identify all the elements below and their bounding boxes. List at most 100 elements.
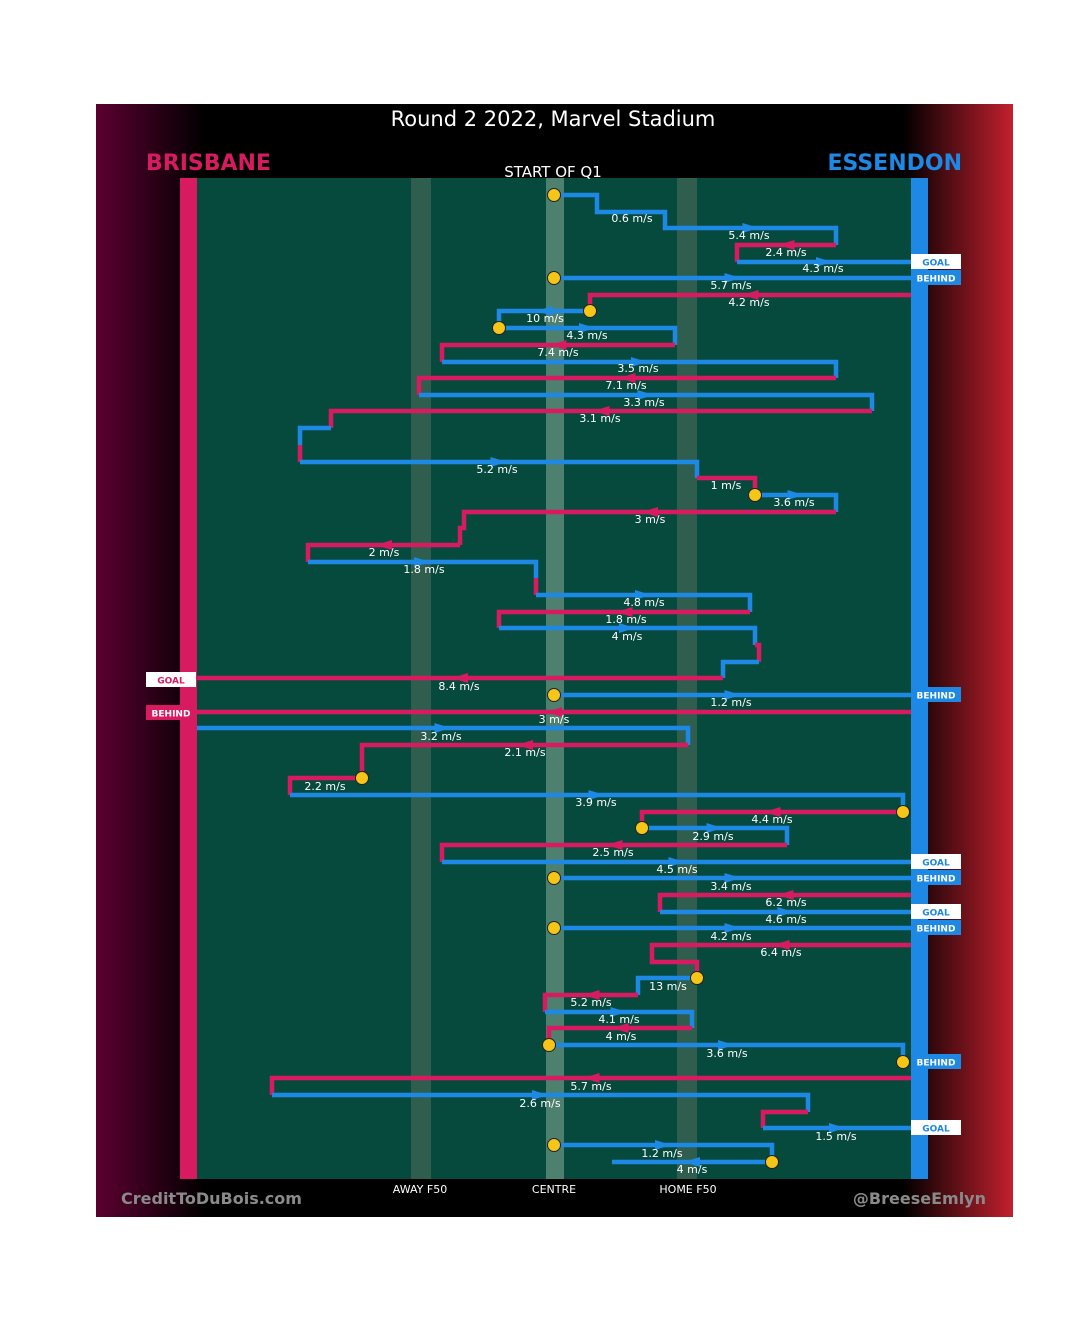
speed-label-19: 4.8 m/s bbox=[623, 596, 664, 609]
stoppage-marker-2 bbox=[583, 304, 597, 318]
chain-segment-38 bbox=[657, 892, 911, 912]
direction-arrow-35 bbox=[606, 840, 623, 850]
footer-right: @BreeseEmlyn bbox=[853, 1189, 986, 1208]
footer-left: CreditToDuBois.com bbox=[121, 1189, 302, 1208]
speed-label-3: 4.3 m/s bbox=[802, 262, 843, 275]
result-badge-4: BEHIND bbox=[917, 275, 956, 285]
speed-label-28: 3.9 m/s bbox=[575, 796, 616, 809]
speed-label-11: 3.3 m/s bbox=[623, 396, 664, 409]
stoppage-marker-4 bbox=[748, 488, 762, 502]
result-badge-22: GOAL bbox=[157, 677, 185, 687]
direction-arrow-36 bbox=[668, 857, 685, 867]
chain-segment-0 bbox=[554, 192, 839, 245]
speed-label-44: 2.6 m/s bbox=[519, 1097, 560, 1110]
chain-segment-29 bbox=[197, 725, 691, 745]
speed-label-27: 2.2 m/s bbox=[304, 780, 345, 793]
chain-segment-12 bbox=[297, 425, 331, 445]
direction-arrow-10 bbox=[637, 390, 654, 400]
speed-label-32: 4.5 m/s bbox=[656, 863, 697, 876]
chain-segment-24 bbox=[755, 642, 762, 662]
speed-label-0: 0.6 m/s bbox=[611, 212, 652, 225]
direction-arrow-46 bbox=[718, 1040, 734, 1050]
result-badge-bg-33 bbox=[911, 870, 961, 885]
direction-arrow-6 bbox=[579, 323, 595, 333]
speed-label-2: 2.4 m/s bbox=[765, 246, 806, 259]
chain-segment-34 bbox=[642, 825, 790, 845]
direction-arrow-44 bbox=[610, 1007, 627, 1017]
direction-arrow-39 bbox=[777, 907, 794, 917]
chain-segment-14 bbox=[300, 459, 700, 478]
chain-segment-43 bbox=[542, 992, 638, 1012]
speed-label-16: 3 m/s bbox=[635, 513, 666, 526]
speed-label-9: 3.5 m/s bbox=[617, 362, 658, 375]
speed-label-8: 7.4 m/s bbox=[537, 346, 578, 359]
speed-label-12: 3.1 m/s bbox=[579, 412, 620, 425]
chain-segment-18 bbox=[305, 542, 460, 562]
speed-label-23: 1.2 m/s bbox=[710, 696, 751, 709]
chain-segment-6 bbox=[499, 325, 678, 345]
direction-arrow-16 bbox=[787, 490, 804, 500]
stoppage-marker-3 bbox=[492, 321, 506, 335]
speed-label-42: 3.6 m/s bbox=[706, 1047, 747, 1060]
direction-arrow-3 bbox=[724, 273, 741, 283]
chain-segment-41 bbox=[649, 942, 911, 978]
speed-label-24: 3 m/s bbox=[539, 713, 570, 726]
result-badge-42: BEHIND bbox=[917, 1059, 956, 1069]
speed-label-6: 10 m/s bbox=[526, 312, 564, 325]
chain-segment-23 bbox=[499, 625, 758, 645]
direction-arrow-43 bbox=[583, 990, 600, 1000]
speed-label-43: 5.7 m/s bbox=[570, 1080, 611, 1093]
direction-arrow-48 bbox=[532, 1090, 548, 1100]
speed-label-34: 6.2 m/s bbox=[765, 896, 806, 909]
stoppage-marker-1 bbox=[547, 271, 561, 285]
result-badge-bg-4 bbox=[911, 270, 961, 285]
direction-arrow-33 bbox=[764, 807, 781, 817]
direction-arrow-37 bbox=[724, 873, 741, 883]
result-badge-bg-35 bbox=[911, 904, 961, 919]
direction-arrow-30 bbox=[517, 740, 533, 750]
speed-label-17: 2 m/s bbox=[369, 546, 400, 559]
speed-label-29: 4.4 m/s bbox=[751, 813, 792, 826]
direction-arrow-7 bbox=[550, 340, 567, 350]
stoppage-marker-0 bbox=[547, 188, 561, 202]
speed-label-18: 1.8 m/s bbox=[403, 563, 444, 576]
speed-label-26: 2.1 m/s bbox=[504, 746, 545, 759]
chain-segment-17 bbox=[457, 509, 836, 545]
direction-arrow-14 bbox=[490, 457, 507, 467]
stoppage-marker-7 bbox=[896, 805, 910, 819]
speed-label-35: 4.6 m/s bbox=[765, 913, 806, 926]
speed-label-10: 7.1 m/s bbox=[605, 379, 646, 392]
result-badge-36: BEHIND bbox=[917, 925, 956, 935]
direction-arrow-40 bbox=[724, 923, 741, 933]
direction-arrow-45 bbox=[612, 1023, 629, 1033]
essendon-goal-bar bbox=[911, 178, 928, 1179]
chain-segment-49 bbox=[760, 1109, 808, 1128]
chain-segment-44 bbox=[545, 1009, 695, 1028]
centre-label: CENTRE bbox=[532, 1183, 576, 1196]
team-left-name: BRISBANE bbox=[146, 151, 271, 176]
chain-segment-47 bbox=[269, 1075, 911, 1095]
speed-label-41: 4 m/s bbox=[606, 1030, 637, 1043]
speed-label-14: 1 m/s bbox=[711, 479, 742, 492]
result-badge-24: BEHIND bbox=[152, 710, 191, 720]
speed-label-22: 8.4 m/s bbox=[438, 680, 479, 693]
direction-arrow-50 bbox=[829, 1123, 845, 1133]
direction-arrow-27 bbox=[724, 690, 741, 700]
direction-arrow-1 bbox=[778, 240, 795, 250]
stoppage-marker-14 bbox=[547, 1138, 561, 1152]
speed-label-33: 3.4 m/s bbox=[710, 880, 751, 893]
speed-label-39: 5.2 m/s bbox=[570, 996, 611, 1009]
direction-arrow-51 bbox=[655, 1140, 671, 1150]
result-badge-bg-3 bbox=[911, 254, 961, 269]
speed-label-47: 4 m/s bbox=[677, 1163, 708, 1176]
speed-label-31: 2.5 m/s bbox=[592, 846, 633, 859]
chart-title: Round 2 2022, Marvel Stadium bbox=[391, 107, 716, 131]
speed-label-46: 1.2 m/s bbox=[641, 1147, 682, 1160]
direction-arrow-5 bbox=[536, 306, 553, 316]
direction-arrow-23 bbox=[619, 623, 635, 633]
chain-segment-8 bbox=[442, 359, 839, 378]
direction-arrow-38 bbox=[777, 890, 794, 900]
direction-arrow-9 bbox=[619, 373, 636, 383]
chain-segment-25 bbox=[720, 659, 759, 678]
